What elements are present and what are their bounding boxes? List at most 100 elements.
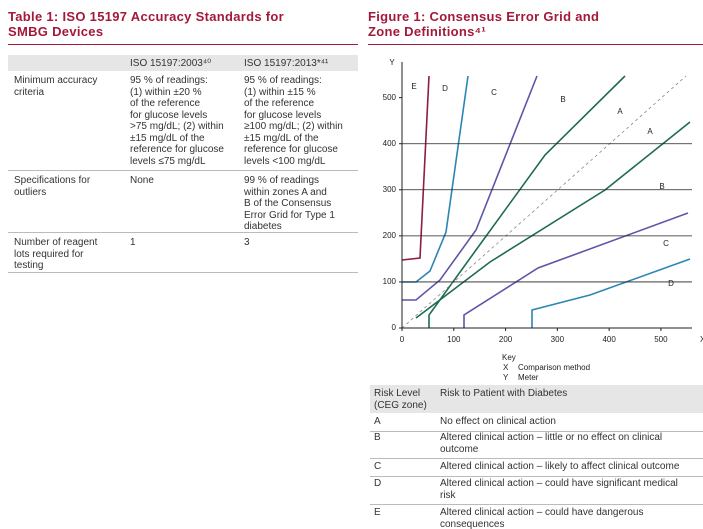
title-rule — [8, 44, 358, 45]
zone-label: A — [617, 107, 623, 116]
row-rule — [8, 272, 358, 273]
table-cell: ±15 mg/dL of the — [130, 132, 205, 144]
table-cell: 95 % of readings: — [244, 75, 322, 86]
zone-label: D — [668, 279, 674, 288]
table-cell: outliers — [14, 186, 47, 198]
row-rule — [370, 504, 703, 505]
zone-line — [401, 75, 430, 261]
key-symbol: X — [503, 363, 509, 372]
x-tick-label: 100 — [447, 335, 461, 344]
zone-line — [463, 212, 689, 328]
y-tick-label: 100 — [383, 277, 397, 286]
table-cell: reference for glucose — [244, 144, 338, 155]
table-cell: Altered clinical action – little or no e… — [440, 432, 663, 443]
row-rule — [370, 458, 703, 459]
table-cell: None — [130, 175, 154, 186]
y-axis-label: Y — [389, 58, 395, 67]
row-rule — [370, 476, 703, 477]
table-cell: criteria — [14, 86, 45, 98]
table-cell: diabetes — [244, 221, 282, 232]
key-symbol: Y — [503, 373, 509, 382]
table-cell: Altered clinical action – likely to affe… — [440, 461, 680, 472]
zone-label: C — [663, 239, 669, 248]
table-cell: lots required for — [14, 248, 84, 260]
zone-label: D — [442, 84, 448, 93]
header-bg — [370, 385, 703, 413]
identity-line — [401, 75, 687, 329]
figure-title: Figure 1: Consensus Error Grid and — [368, 9, 600, 24]
table-cell: levels <100 mg/dL — [244, 155, 326, 167]
row-rule — [8, 232, 358, 233]
column-header: ISO 15197:2013*⁴¹ — [244, 58, 329, 69]
zone-line — [415, 121, 691, 319]
key-title: Key — [502, 353, 516, 362]
header-bg — [8, 55, 358, 71]
key-text: Meter — [518, 373, 539, 382]
table-cell: 95 % of readings: — [130, 75, 208, 86]
table-cell: Specifications for — [14, 175, 91, 186]
key-text: Comparison method — [518, 363, 590, 372]
table-cell: of the reference — [130, 98, 201, 109]
table-cell: 99 % of readings — [244, 175, 320, 186]
column-header: ISO 15197:2003⁴⁰ — [130, 58, 212, 69]
y-tick-label: 500 — [383, 93, 397, 102]
table-cell: of the reference — [244, 98, 315, 109]
zone-line — [428, 75, 626, 328]
table-title: Table 1: ISO 15197 Accuracy Standards fo… — [8, 9, 285, 24]
y-tick-label: 400 — [383, 139, 397, 148]
x-tick-label: 300 — [551, 335, 565, 344]
x-tick-label: 400 — [602, 335, 616, 344]
figure-title: Zone Definitions⁴¹ — [368, 24, 486, 39]
zone-label: E — [411, 82, 416, 91]
zone-boundaries — [401, 75, 691, 329]
x-tick-label: 0 — [400, 335, 405, 344]
row-rule — [370, 431, 703, 432]
table-cell: Number of reagent — [14, 237, 98, 248]
x-tick-label: 200 — [499, 335, 513, 344]
table-cell: D — [374, 478, 382, 489]
table-cell: Altered clinical action – could have sig… — [440, 478, 678, 489]
zone-label: A — [647, 127, 653, 136]
table-cell: A — [374, 416, 381, 427]
table-cell: risk — [440, 489, 456, 501]
table-cell: (1) within ±15 % — [244, 86, 316, 98]
table-cell: 1 — [130, 237, 136, 248]
zone-label: B — [560, 95, 565, 104]
table-cell: ≥100 mg/dL; (2) within — [244, 121, 343, 132]
table-cell: E — [374, 507, 381, 518]
table-cell: C — [374, 461, 382, 472]
zone-line — [402, 75, 538, 301]
table-cell: Minimum accuracy — [14, 75, 98, 86]
y-tick-label: 0 — [392, 323, 397, 332]
table-cell: Error Grid for Type 1 — [244, 209, 335, 221]
table-cell: for glucose levels — [244, 109, 322, 121]
row-rule — [8, 170, 358, 171]
zone-line — [531, 258, 691, 328]
table-cell: testing — [14, 260, 44, 271]
zone-label: B — [659, 182, 664, 191]
table-cell: 3 — [244, 237, 250, 248]
y-tick-label: 300 — [383, 185, 397, 194]
table-cell: levels ≤75 mg/dL — [130, 155, 206, 167]
column-header: Risk to Patient with Diabetes — [440, 388, 568, 399]
table-cell: B — [374, 432, 381, 443]
table-cell: reference for glucose — [130, 144, 224, 155]
table-cell: No effect on clinical action — [440, 416, 556, 427]
x-tick-label: 500 — [654, 335, 668, 344]
column-header: Risk Level — [374, 388, 421, 399]
x-axis-label: X — [700, 335, 703, 344]
table-cell: within zones A and — [244, 186, 327, 198]
title-rule — [368, 44, 703, 45]
table-cell: outcome — [440, 443, 479, 455]
table-cell: >75 mg/dL; (2) within — [130, 121, 224, 132]
table-cell: (1) within ±20 % — [130, 86, 202, 98]
table-cell: consequences — [440, 518, 505, 529]
table-cell: for glucose levels — [130, 109, 208, 121]
table-cell: B of the Consensus — [244, 198, 332, 209]
table-cell: ±15 mg/dL of the — [244, 132, 319, 144]
zone-label: C — [491, 88, 497, 97]
column-header: (CEG zone) — [374, 399, 427, 411]
table-cell: Altered clinical action – could have dan… — [440, 507, 644, 518]
